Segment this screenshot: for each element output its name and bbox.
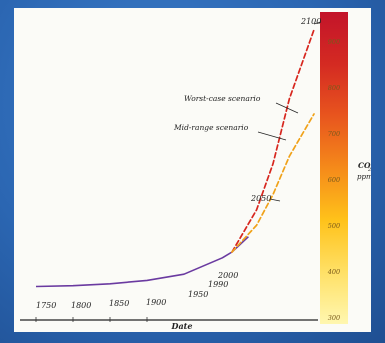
series-line-mid-range bbox=[231, 113, 315, 253]
chart-panel: 300 400 500 600 700 800 900 CO2ppm Date 1750 180… bbox=[14, 8, 371, 332]
x-tick-label-1950: 1950 bbox=[188, 290, 208, 299]
x-tick-label-1900: 1900 bbox=[146, 298, 166, 307]
x-tick-label-2100: 2100 bbox=[300, 17, 321, 26]
x-tick-label-1800: 1800 bbox=[71, 301, 91, 310]
colorbar-tick-800: 800 bbox=[328, 84, 340, 92]
annotation-mid-range: Mid-range scenario bbox=[173, 123, 249, 132]
series-line-worst-case bbox=[231, 28, 315, 253]
colorbar-label-unit: ppm bbox=[357, 173, 371, 181]
colorbar-label: CO2ppm bbox=[357, 161, 371, 181]
x-tick-label-2050: 2050 bbox=[250, 194, 271, 203]
colorbar-label-co: CO bbox=[358, 161, 371, 170]
x-axis-label: Date bbox=[171, 321, 193, 331]
colorbar bbox=[320, 12, 348, 324]
x-tick-label-2000: 2000 bbox=[217, 271, 238, 280]
x-tick-label-1850: 1850 bbox=[109, 299, 129, 308]
colorbar-tick-300: 300 bbox=[328, 314, 340, 322]
leader-2050 bbox=[269, 198, 281, 202]
colorbar-tick-600: 600 bbox=[328, 176, 340, 184]
colorbar-label-sub: 2 bbox=[367, 167, 371, 173]
colorbar-tick-700: 700 bbox=[328, 130, 340, 138]
annotation-worst-case: Worst-case scenario bbox=[184, 94, 261, 103]
x-tick-label-1990: 1990 bbox=[208, 280, 228, 289]
leader-mid-range bbox=[257, 131, 287, 141]
x-tick-label-1750: 1750 bbox=[36, 301, 56, 310]
leader-worst-case bbox=[275, 102, 299, 114]
colorbar-tick-900: 900 bbox=[328, 38, 340, 46]
colorbar-tick-500: 500 bbox=[328, 222, 340, 230]
leader-2100 bbox=[313, 21, 322, 25]
historical-line bbox=[35, 236, 249, 288]
co2-chart: 300 400 500 600 700 800 900 CO2ppm Date 1750 180… bbox=[20, 12, 371, 331]
colorbar-tick-400: 400 bbox=[327, 268, 340, 276]
